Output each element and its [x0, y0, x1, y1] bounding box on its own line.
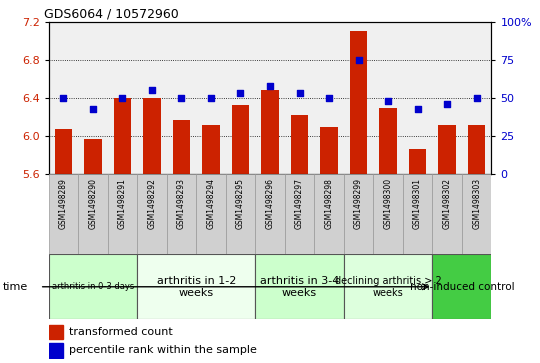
FancyBboxPatch shape — [433, 174, 462, 254]
Text: GSM1498303: GSM1498303 — [472, 178, 481, 229]
Text: time: time — [3, 282, 28, 292]
Text: GSM1498295: GSM1498295 — [236, 178, 245, 229]
Bar — [49, 325, 63, 339]
Point — [147, 87, 156, 93]
Text: GSM1498296: GSM1498296 — [266, 178, 274, 229]
Text: non-induced control: non-induced control — [409, 282, 514, 292]
FancyBboxPatch shape — [49, 254, 137, 319]
Bar — [113, 98, 131, 174]
FancyBboxPatch shape — [285, 174, 314, 254]
Point — [207, 95, 215, 101]
FancyBboxPatch shape — [344, 174, 373, 254]
Text: GSM1498291: GSM1498291 — [118, 178, 127, 229]
Bar — [143, 98, 161, 174]
Point — [118, 95, 127, 101]
Bar — [291, 115, 308, 174]
Bar — [232, 105, 249, 174]
Point — [325, 95, 333, 101]
Bar — [202, 125, 220, 174]
FancyBboxPatch shape — [373, 174, 403, 254]
Point — [295, 90, 304, 96]
Text: arthritis in 1-2
weeks: arthritis in 1-2 weeks — [157, 276, 236, 298]
FancyBboxPatch shape — [462, 174, 491, 254]
Bar — [49, 343, 63, 358]
Bar — [409, 148, 427, 174]
Point — [384, 98, 393, 104]
Text: GSM1498298: GSM1498298 — [325, 178, 334, 229]
FancyBboxPatch shape — [167, 174, 196, 254]
FancyBboxPatch shape — [196, 174, 226, 254]
FancyBboxPatch shape — [49, 174, 78, 254]
Text: GSM1498292: GSM1498292 — [147, 178, 157, 229]
Bar — [261, 90, 279, 174]
FancyBboxPatch shape — [314, 174, 344, 254]
Text: GDS6064 / 10572960: GDS6064 / 10572960 — [44, 8, 179, 21]
Point — [236, 90, 245, 96]
Bar — [320, 127, 338, 174]
FancyBboxPatch shape — [107, 174, 137, 254]
FancyBboxPatch shape — [137, 174, 167, 254]
Point — [413, 106, 422, 111]
Point — [443, 101, 451, 107]
Point — [59, 95, 68, 101]
Bar — [438, 125, 456, 174]
Point — [177, 95, 186, 101]
FancyBboxPatch shape — [78, 174, 107, 254]
FancyBboxPatch shape — [255, 254, 344, 319]
Bar — [84, 139, 102, 174]
Bar — [55, 130, 72, 174]
FancyBboxPatch shape — [344, 254, 433, 319]
Text: GSM1498294: GSM1498294 — [206, 178, 215, 229]
Point — [472, 95, 481, 101]
Text: GSM1498293: GSM1498293 — [177, 178, 186, 229]
Text: arthritis in 3-4
weeks: arthritis in 3-4 weeks — [260, 276, 339, 298]
Point — [266, 83, 274, 89]
Bar — [468, 125, 485, 174]
FancyBboxPatch shape — [255, 174, 285, 254]
Text: GSM1498289: GSM1498289 — [59, 178, 68, 229]
Text: GSM1498302: GSM1498302 — [443, 178, 451, 229]
Text: transformed count: transformed count — [69, 327, 172, 337]
Text: GSM1498297: GSM1498297 — [295, 178, 304, 229]
Text: GSM1498300: GSM1498300 — [383, 178, 393, 229]
FancyBboxPatch shape — [137, 254, 255, 319]
Text: percentile rank within the sample: percentile rank within the sample — [69, 345, 256, 355]
Text: declining arthritis > 2
weeks: declining arthritis > 2 weeks — [335, 276, 442, 298]
FancyBboxPatch shape — [226, 174, 255, 254]
Point — [89, 106, 97, 111]
Point — [354, 57, 363, 63]
Bar — [350, 31, 367, 174]
Text: GSM1498290: GSM1498290 — [89, 178, 97, 229]
Text: GSM1498301: GSM1498301 — [413, 178, 422, 229]
Bar — [173, 120, 190, 174]
Bar — [379, 107, 397, 174]
Text: arthritis in 0-3 days: arthritis in 0-3 days — [52, 282, 134, 291]
FancyBboxPatch shape — [433, 254, 491, 319]
FancyBboxPatch shape — [403, 174, 433, 254]
Text: GSM1498299: GSM1498299 — [354, 178, 363, 229]
